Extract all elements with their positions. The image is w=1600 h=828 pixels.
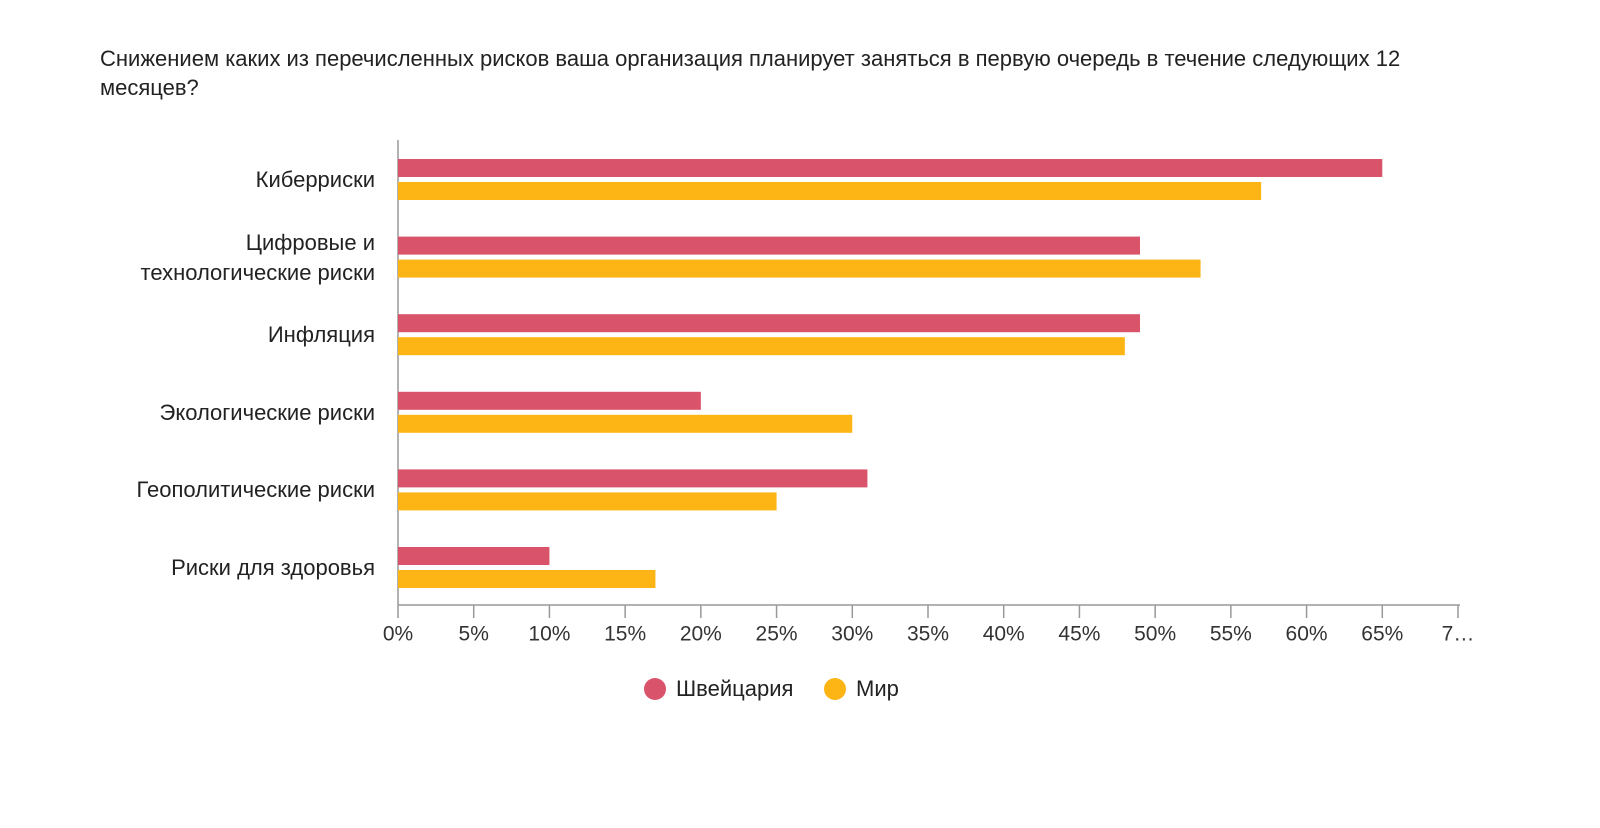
x-tick-label: 45% <box>1058 623 1100 646</box>
category-label: Геополитические риски <box>136 477 375 503</box>
x-tick-label: 55% <box>1210 623 1252 646</box>
bar <box>398 159 1383 177</box>
bar <box>398 547 550 565</box>
bar <box>398 314 1140 333</box>
bar <box>398 337 1125 356</box>
x-tick-label: 20% <box>680 623 722 646</box>
chart-title: Снижением каких из перечисленных рисков … <box>100 46 1401 100</box>
x-tick-label: 60% <box>1286 623 1328 646</box>
x-tick-label: 0% <box>383 623 413 646</box>
bar <box>398 570 656 588</box>
bar <box>398 492 777 511</box>
x-tick-label: 15% <box>604 623 646 646</box>
category-label: Инфляция <box>267 322 375 348</box>
x-tick-label: 40% <box>983 623 1025 646</box>
x-tick-label: 35% <box>907 623 949 646</box>
x-tick-label: 30% <box>831 623 873 646</box>
bar <box>398 236 1140 255</box>
bar <box>398 469 868 488</box>
category-label: Риски для здоровья <box>171 555 375 580</box>
bar <box>398 182 1262 200</box>
x-tick-label: 25% <box>756 623 798 646</box>
x-tick-label: 5% <box>459 623 489 646</box>
category-label: Киберриски <box>255 167 375 192</box>
legend-label: Мир <box>856 676 899 701</box>
x-tick-label: 50% <box>1134 623 1176 646</box>
bar <box>398 414 853 433</box>
legend-marker <box>644 678 666 700</box>
category-label: Цифровые и технологические риски <box>140 229 375 285</box>
x-tick-label: 65% <box>1361 623 1403 646</box>
bar <box>398 259 1201 278</box>
x-tick-label: 7… <box>1442 623 1475 646</box>
bar <box>398 391 701 410</box>
legend-label: Швейцария <box>676 676 794 701</box>
legend-marker <box>824 678 846 700</box>
x-tick-label: 10% <box>528 623 570 646</box>
category-label: Экологические риски <box>159 399 375 425</box>
